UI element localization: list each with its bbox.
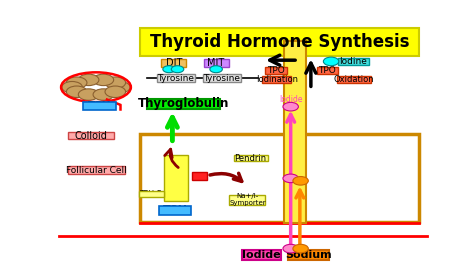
FancyBboxPatch shape bbox=[234, 155, 267, 161]
FancyBboxPatch shape bbox=[204, 59, 228, 67]
Circle shape bbox=[93, 74, 114, 86]
FancyBboxPatch shape bbox=[318, 67, 337, 74]
Circle shape bbox=[66, 77, 87, 88]
Text: Iodide: Iodide bbox=[279, 95, 303, 103]
Circle shape bbox=[105, 77, 126, 88]
FancyBboxPatch shape bbox=[265, 67, 287, 74]
Circle shape bbox=[66, 86, 87, 98]
Text: Oxidation: Oxidation bbox=[334, 75, 374, 84]
Circle shape bbox=[210, 66, 222, 73]
Circle shape bbox=[78, 89, 99, 100]
FancyBboxPatch shape bbox=[156, 74, 195, 82]
Circle shape bbox=[93, 89, 114, 100]
Circle shape bbox=[105, 86, 126, 98]
Text: Colloid: Colloid bbox=[75, 131, 108, 140]
FancyBboxPatch shape bbox=[337, 76, 372, 83]
Text: Thyroglobulin: Thyroglobulin bbox=[138, 97, 229, 110]
Text: TPO: TPO bbox=[319, 66, 336, 75]
Text: TSH: TSH bbox=[163, 205, 188, 215]
Text: Iodination: Iodination bbox=[255, 75, 298, 84]
Circle shape bbox=[163, 66, 175, 73]
Text: Iodide: Iodide bbox=[242, 250, 281, 260]
Text: Follicular Cell: Follicular Cell bbox=[65, 166, 127, 175]
Text: Tyrosine: Tyrosine bbox=[157, 74, 194, 83]
FancyBboxPatch shape bbox=[337, 58, 369, 65]
Text: Pendrin: Pendrin bbox=[235, 153, 267, 163]
FancyBboxPatch shape bbox=[139, 191, 164, 197]
FancyBboxPatch shape bbox=[83, 102, 116, 110]
Circle shape bbox=[171, 66, 184, 73]
Text: DIT: DIT bbox=[166, 58, 182, 68]
Text: Iodine: Iodine bbox=[339, 57, 367, 66]
Circle shape bbox=[293, 177, 308, 185]
FancyBboxPatch shape bbox=[202, 74, 241, 82]
Text: TSH: TSH bbox=[88, 101, 111, 111]
FancyBboxPatch shape bbox=[263, 76, 291, 83]
Circle shape bbox=[283, 102, 299, 111]
FancyBboxPatch shape bbox=[192, 172, 207, 180]
FancyBboxPatch shape bbox=[288, 250, 329, 260]
Text: Thyroid Hormone Synthesis: Thyroid Hormone Synthesis bbox=[150, 33, 410, 51]
Circle shape bbox=[283, 174, 299, 183]
Circle shape bbox=[283, 244, 299, 253]
FancyBboxPatch shape bbox=[284, 41, 306, 223]
FancyBboxPatch shape bbox=[161, 59, 186, 67]
Text: MIT: MIT bbox=[208, 58, 225, 68]
Text: Na+/I-
Symporter: Na+/I- Symporter bbox=[229, 193, 265, 206]
Text: TPO: TPO bbox=[267, 66, 285, 75]
Circle shape bbox=[62, 81, 82, 93]
Text: TSH-R: TSH-R bbox=[140, 190, 164, 199]
Text: Sodium: Sodium bbox=[285, 250, 332, 260]
FancyBboxPatch shape bbox=[159, 206, 191, 215]
FancyBboxPatch shape bbox=[68, 167, 125, 174]
FancyBboxPatch shape bbox=[164, 155, 188, 201]
Circle shape bbox=[78, 74, 99, 86]
FancyBboxPatch shape bbox=[140, 28, 419, 56]
Text: +: + bbox=[194, 169, 205, 182]
Circle shape bbox=[109, 81, 130, 93]
Circle shape bbox=[323, 57, 339, 66]
FancyBboxPatch shape bbox=[146, 99, 220, 109]
Text: Tyrosine: Tyrosine bbox=[203, 74, 240, 83]
FancyBboxPatch shape bbox=[229, 195, 265, 205]
FancyBboxPatch shape bbox=[68, 132, 114, 139]
FancyBboxPatch shape bbox=[242, 250, 282, 260]
Circle shape bbox=[293, 244, 308, 253]
